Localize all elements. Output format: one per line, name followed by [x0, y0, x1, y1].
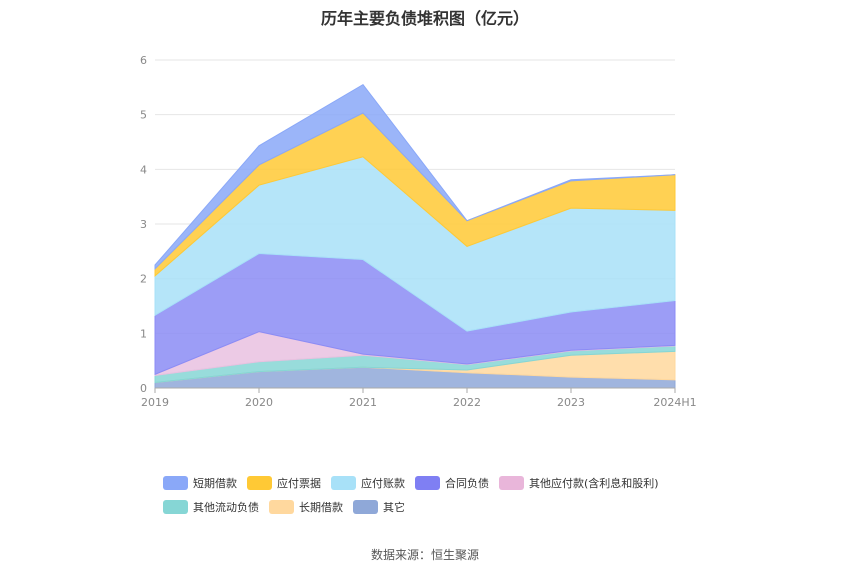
legend-item-other-payables[interactable]: 其他应付款(含利息和股利) [499, 475, 659, 491]
legend-label: 其他流动负债 [193, 501, 259, 514]
legend-row-2: 其他流动负债 长期借款 其它 [163, 495, 723, 519]
y-tick-label: 5 [140, 109, 147, 122]
legend-label: 应付账款 [361, 477, 405, 490]
legend-swatch [499, 476, 524, 490]
legend-item-other-current-liabilities[interactable]: 其他流动负债 [163, 499, 259, 515]
legend-item-short-term-loan[interactable]: 短期借款 [163, 475, 237, 491]
legend-label: 其他应付款(含利息和股利) [529, 477, 659, 490]
legend-swatch [247, 476, 272, 490]
legend-item-notes-payable[interactable]: 应付票据 [247, 475, 321, 491]
legend-item-contract-liabilities[interactable]: 合同负债 [415, 475, 489, 491]
x-tick-label: 2019 [141, 396, 169, 409]
data-source-note: 数据来源：恒生聚源 [370, 548, 479, 562]
legend-swatch [415, 476, 440, 490]
stacked-area-chart: 0 1 2 3 4 5 6 2019 2020 2021 2022 2023 2024H1 [140, 54, 697, 409]
x-tick-label: 2023 [557, 396, 585, 409]
legend: 短期借款 应付票据 应付账款 合同负债 其他应付款(含利息和股利) 其他流动负债… [163, 471, 723, 519]
legend-row-1: 短期借款 应付票据 应付账款 合同负债 其他应付款(含利息和股利) [163, 471, 723, 495]
y-tick-label: 1 [140, 327, 147, 340]
legend-swatch [269, 500, 294, 514]
legend-label: 长期借款 [299, 501, 343, 514]
x-tick-label: 2024H1 [653, 396, 696, 409]
legend-swatch [163, 476, 188, 490]
y-tick-label: 0 [140, 382, 147, 395]
legend-swatch [353, 500, 378, 514]
legend-item-long-term-loan[interactable]: 长期借款 [269, 499, 343, 515]
chart-title: 历年主要负债堆积图（亿元） [320, 9, 529, 28]
area-series [154, 83, 676, 389]
y-tick-label: 6 [140, 54, 147, 67]
legend-label: 应付票据 [277, 477, 321, 490]
legend-item-others[interactable]: 其它 [353, 499, 405, 515]
axes: 0 1 2 3 4 5 6 2019 2020 2021 2022 2023 2024H1 [140, 54, 697, 409]
legend-label: 短期借款 [193, 477, 237, 490]
x-tick-label: 2022 [453, 396, 481, 409]
x-tick-label: 2021 [349, 396, 377, 409]
legend-label: 合同负债 [445, 477, 489, 490]
y-tick-label: 3 [140, 218, 147, 231]
area-短期借款 [154, 83, 676, 271]
y-tick-label: 4 [140, 163, 147, 176]
x-tick-label: 2020 [245, 396, 273, 409]
legend-swatch [331, 476, 356, 490]
legend-item-accounts-payable[interactable]: 应付账款 [331, 475, 405, 491]
y-tick-label: 2 [140, 273, 147, 286]
legend-swatch [163, 500, 188, 514]
legend-label: 其它 [383, 501, 405, 514]
